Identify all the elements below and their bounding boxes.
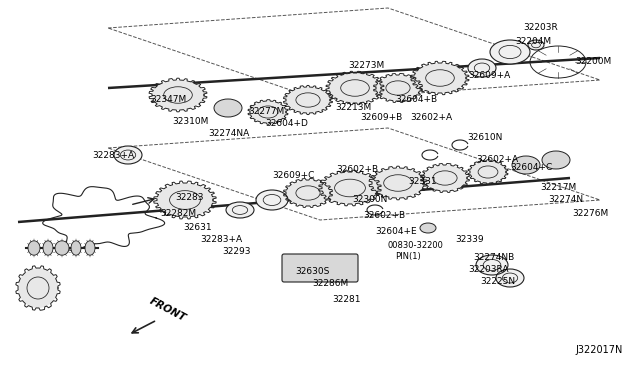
Ellipse shape (468, 59, 496, 77)
Text: 32609+A: 32609+A (468, 71, 510, 80)
Text: 32274N: 32274N (548, 196, 583, 205)
Ellipse shape (423, 165, 467, 191)
Ellipse shape (250, 101, 286, 123)
Text: 32274NA: 32274NA (208, 128, 249, 138)
Text: 32602+B: 32602+B (363, 211, 405, 219)
Text: 32217M: 32217M (540, 183, 576, 192)
Text: 32273M: 32273M (348, 61, 384, 70)
Ellipse shape (28, 241, 40, 255)
Text: 32609+B: 32609+B (360, 113, 403, 122)
Ellipse shape (372, 168, 424, 198)
Ellipse shape (43, 241, 53, 255)
Text: 32200M: 32200M (575, 58, 611, 67)
Text: 32276M: 32276M (572, 208, 608, 218)
Text: 32204M: 32204M (515, 38, 551, 46)
Text: 32609+C: 32609+C (272, 170, 314, 180)
Ellipse shape (490, 40, 530, 64)
Text: 32604+C: 32604+C (510, 164, 552, 173)
Text: 32339: 32339 (455, 235, 484, 244)
Ellipse shape (256, 190, 288, 210)
Text: 32300N: 32300N (352, 196, 387, 205)
Text: 32213M: 32213M (335, 103, 371, 112)
Text: 32602+B: 32602+B (336, 166, 378, 174)
Text: 32286M: 32286M (312, 279, 348, 289)
Ellipse shape (470, 161, 506, 183)
Text: 32604+B: 32604+B (395, 96, 437, 105)
Text: FRONT: FRONT (148, 296, 188, 324)
Ellipse shape (286, 87, 330, 113)
Ellipse shape (114, 146, 142, 164)
Text: 32282M: 32282M (160, 208, 196, 218)
Text: 32347M: 32347M (150, 96, 186, 105)
Ellipse shape (71, 241, 81, 255)
Ellipse shape (414, 63, 466, 93)
Ellipse shape (420, 223, 436, 233)
Text: 32604+D: 32604+D (265, 119, 308, 128)
Ellipse shape (496, 269, 524, 287)
Text: 32293: 32293 (222, 247, 250, 257)
Ellipse shape (542, 151, 570, 169)
Ellipse shape (226, 202, 254, 218)
Text: J322017N: J322017N (575, 345, 622, 355)
Ellipse shape (376, 75, 420, 101)
Ellipse shape (55, 241, 69, 255)
Text: 32602+A: 32602+A (410, 113, 452, 122)
Text: 32283+A: 32283+A (92, 151, 134, 160)
Text: 32274NB: 32274NB (473, 253, 515, 263)
Ellipse shape (214, 99, 242, 117)
Ellipse shape (512, 156, 540, 174)
FancyBboxPatch shape (282, 254, 358, 282)
Text: 32331: 32331 (408, 177, 436, 186)
Text: 32604+E: 32604+E (375, 228, 417, 237)
Ellipse shape (85, 241, 95, 255)
Ellipse shape (286, 180, 330, 206)
Text: 32203R: 32203R (523, 23, 557, 32)
Text: 32610N: 32610N (467, 134, 502, 142)
Text: 32277M: 32277M (248, 108, 284, 116)
Text: 32630S: 32630S (295, 267, 330, 276)
Text: 32225N: 32225N (480, 278, 515, 286)
Ellipse shape (329, 73, 381, 103)
Ellipse shape (152, 80, 204, 110)
Text: 32283+A: 32283+A (200, 235, 242, 244)
Text: PIN(1): PIN(1) (395, 253, 420, 262)
Text: 32281: 32281 (332, 295, 360, 305)
Text: 32310M: 32310M (172, 118, 209, 126)
Ellipse shape (157, 183, 213, 217)
Ellipse shape (528, 40, 544, 50)
Ellipse shape (18, 268, 58, 308)
Text: 32631: 32631 (183, 224, 212, 232)
Ellipse shape (322, 172, 378, 204)
Ellipse shape (476, 255, 508, 275)
Text: 32602+A: 32602+A (476, 155, 518, 164)
Text: 32283: 32283 (175, 193, 204, 202)
Text: 32203RA: 32203RA (468, 266, 509, 275)
Text: 00830-32200: 00830-32200 (388, 241, 444, 250)
